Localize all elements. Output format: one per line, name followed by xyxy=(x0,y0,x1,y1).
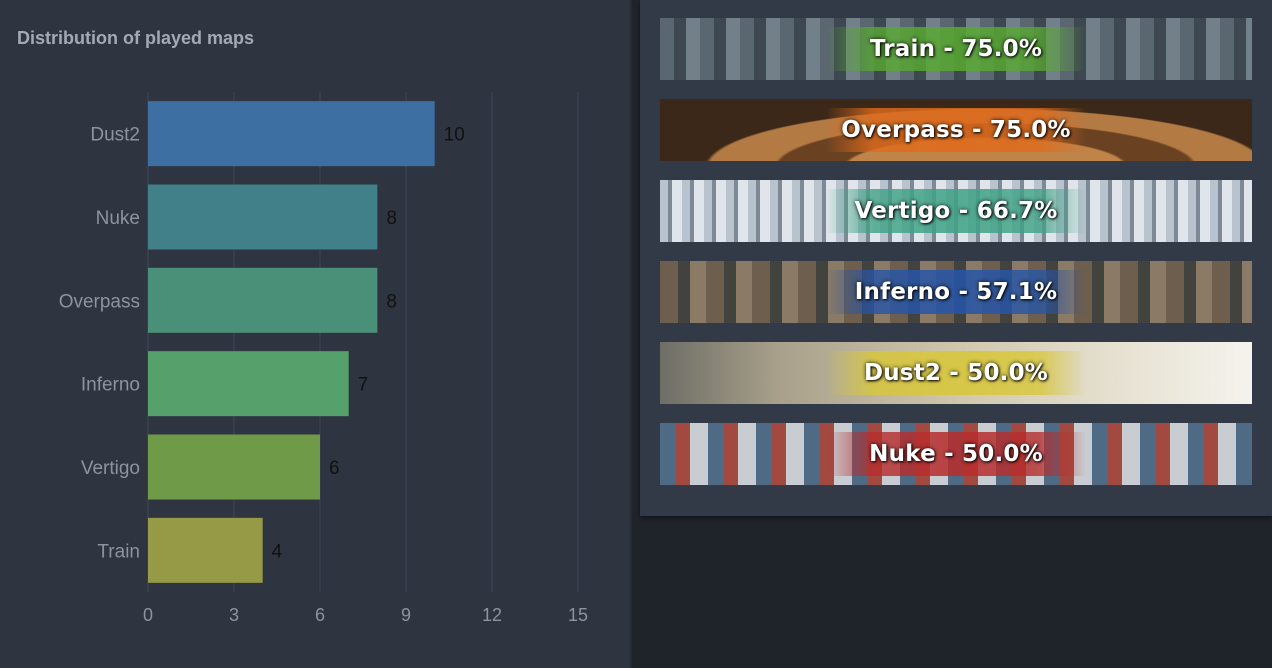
bar-chart: 0 3 6 9 12 15 Dust2 10 Nuke 8 Overpass 8 Inferno 7 Ver… xyxy=(59,92,588,625)
map-banner-overpass[interactable]: Overpass - 75.0% xyxy=(660,99,1252,161)
category-label: Vertigo xyxy=(81,458,140,479)
banner-color-band xyxy=(825,269,1087,315)
x-tick-label: 3 xyxy=(229,605,239,625)
map-banner-vertigo[interactable]: Vertigo - 66.7% xyxy=(660,180,1252,242)
data-label: 8 xyxy=(386,208,397,229)
data-label: 10 xyxy=(444,125,465,146)
data-label: 7 xyxy=(358,375,369,396)
category-label: Dust2 xyxy=(90,125,140,146)
x-tick-label: 9 xyxy=(401,605,411,625)
map-banner-nuke[interactable]: Nuke - 50.0% xyxy=(660,423,1252,485)
banner-label: Overpass - 75.0% xyxy=(841,117,1071,143)
banner-color-band xyxy=(825,107,1087,153)
data-label: 6 xyxy=(329,458,340,479)
banner-label: Train - 75.0% xyxy=(869,36,1043,62)
bar xyxy=(148,434,320,500)
banner-color-band xyxy=(825,350,1087,396)
chart-panel: Distribution of played maps 0 3 6 9 12 15 Dust… xyxy=(0,0,630,668)
map-win-rates-panel: Train - 75.0% Overpass - 75.0% Vertigo -… xyxy=(640,0,1272,516)
x-tick-label: 12 xyxy=(482,605,502,625)
banner-color-band xyxy=(825,188,1087,234)
banner-label: Inferno - 57.1% xyxy=(854,279,1058,305)
map-banner-inferno[interactable]: Inferno - 57.1% xyxy=(660,261,1252,323)
x-tick-label: 15 xyxy=(568,605,588,625)
bar xyxy=(148,184,378,250)
bar xyxy=(148,351,349,417)
map-banner-train[interactable]: Train - 75.0% xyxy=(660,18,1252,80)
banner-label: Nuke - 50.0% xyxy=(869,441,1043,467)
map-banner-dust2[interactable]: Dust2 - 50.0% xyxy=(660,342,1252,404)
category-label: Nuke xyxy=(96,208,140,229)
data-label: 8 xyxy=(386,291,397,312)
banner-color-band xyxy=(825,431,1087,477)
banner-color-band xyxy=(825,26,1087,72)
bar xyxy=(148,101,435,167)
data-label: 4 xyxy=(272,541,283,562)
category-label: Train xyxy=(97,541,140,562)
x-tick-label: 0 xyxy=(143,605,153,625)
chart-title: Distribution of played maps xyxy=(17,28,255,48)
category-label: Overpass xyxy=(59,291,140,312)
panel-divider xyxy=(630,0,632,668)
category-label: Inferno xyxy=(81,375,140,396)
bar xyxy=(148,267,378,333)
banner-label: Dust2 - 50.0% xyxy=(863,360,1049,386)
x-tick-label: 6 xyxy=(315,605,325,625)
banner-label: Vertigo - 66.7% xyxy=(854,198,1058,224)
bar xyxy=(148,517,263,583)
